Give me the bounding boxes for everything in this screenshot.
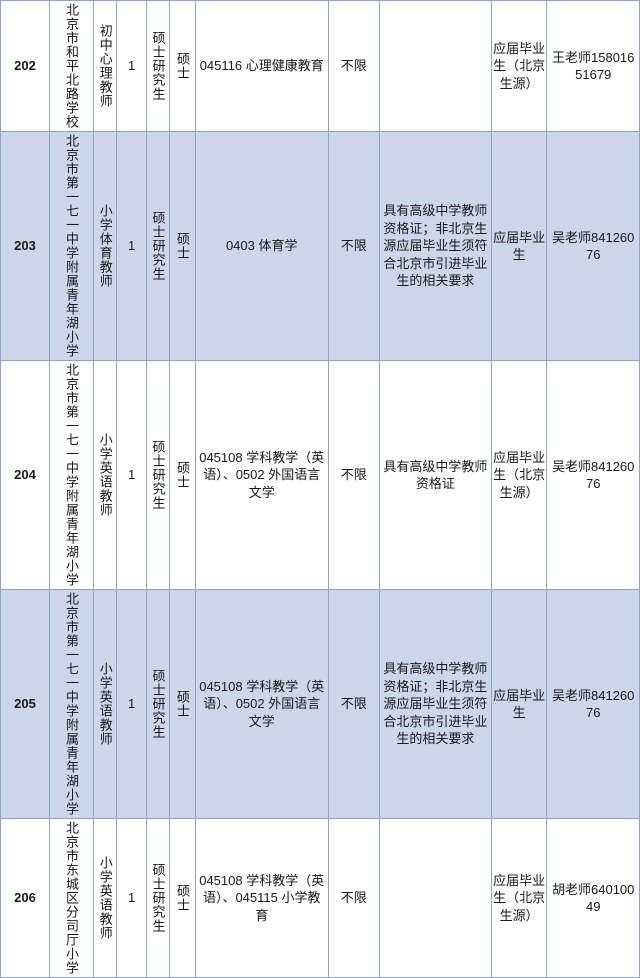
cell-post: 小学英语教师: [92, 818, 118, 978]
degree-text: 硕士: [174, 52, 190, 80]
education-text: 硕士研究生: [150, 669, 166, 739]
table-row: 204 北京市第一七一中学附属青年湖小学 小学英语教师 1 硕士研究生 硕士 0…: [0, 360, 640, 590]
cell-other-requirements: 具有高级中学教师资格证: [378, 360, 492, 590]
post-text: 小学英语教师: [97, 662, 113, 746]
cell-political-status: 不限: [327, 360, 380, 590]
cell-political-status: 不限: [327, 131, 380, 361]
post-text: 初中心理教师: [97, 24, 113, 108]
education-text: 硕士研究生: [150, 863, 166, 933]
cell-headcount: 1: [116, 0, 147, 132]
table-row: 205 北京市第一七一中学附属青年湖小学 小学英语教师 1 硕士研究生 硕士 0…: [0, 589, 640, 819]
cell-serial-number: 205: [0, 589, 50, 819]
cell-school: 北京市第一七一中学附属青年湖小学: [48, 360, 94, 590]
school-text: 北京市和平北路学校: [63, 3, 79, 129]
school-text: 北京市东城区分司厅小学: [63, 821, 79, 975]
education-text: 硕士研究生: [150, 211, 166, 281]
cell-candidate-type: 应届毕业生（北京生源）: [490, 818, 548, 978]
cell-school: 北京市第一七一中学附属青年湖小学: [48, 131, 94, 361]
cell-degree: 硕士: [168, 0, 196, 132]
degree-text: 硕士: [174, 884, 190, 912]
cell-post: 小学体育教师: [92, 131, 118, 361]
table-row: 206 北京市东城区分司厅小学 小学英语教师 1 硕士研究生 硕士 045108…: [0, 818, 640, 978]
cell-contact: 王老师15801651679: [546, 0, 640, 132]
cell-political-status: 不限: [327, 0, 380, 132]
degree-text: 硕士: [174, 690, 190, 718]
education-text: 硕士研究生: [150, 31, 166, 101]
cell-major: 0403 体育学: [194, 131, 329, 361]
education-text: 硕士研究生: [150, 440, 166, 510]
cell-political-status: 不限: [327, 589, 380, 819]
cell-other-requirements: 具有高级中学教师资格证；非北京生源应届毕业生须符合北京市引进毕业生的相关要求: [378, 589, 492, 819]
cell-degree: 硕士: [168, 589, 196, 819]
degree-text: 硕士: [174, 461, 190, 489]
table-row: 203 北京市第一七一中学附属青年湖小学 小学体育教师 1 硕士研究生 硕士 0…: [0, 131, 640, 361]
cell-serial-number: 203: [0, 131, 50, 361]
cell-contact: 吴老师84126076: [546, 589, 640, 819]
cell-school: 北京市东城区分司厅小学: [48, 818, 94, 978]
cell-degree: 硕士: [168, 131, 196, 361]
cell-post: 初中心理教师: [92, 0, 118, 132]
cell-education: 硕士研究生: [145, 360, 170, 590]
cell-serial-number: 206: [0, 818, 50, 978]
cell-education: 硕士研究生: [145, 0, 170, 132]
degree-text: 硕士: [174, 232, 190, 260]
cell-school: 北京市第一七一中学附属青年湖小学: [48, 589, 94, 819]
cell-candidate-type: 应届毕业生: [490, 589, 548, 819]
cell-candidate-type: 应届毕业生（北京生源）: [490, 0, 548, 132]
cell-serial-number: 202: [0, 0, 50, 132]
cell-serial-number: 204: [0, 360, 50, 590]
post-text: 小学英语教师: [97, 856, 113, 940]
post-text: 小学体育教师: [97, 204, 113, 288]
school-text: 北京市第一七一中学附属青年湖小学: [63, 363, 79, 587]
school-text: 北京市第一七一中学附属青年湖小学: [63, 592, 79, 816]
table-row: 202 北京市和平北路学校 初中心理教师 1 硕士研究生 硕士 045116 心…: [0, 0, 640, 132]
cell-candidate-type: 应届毕业生（北京生源）: [490, 360, 548, 590]
cell-education: 硕士研究生: [145, 589, 170, 819]
cell-education: 硕士研究生: [145, 131, 170, 361]
cell-other-requirements: [378, 0, 492, 132]
cell-major: 045108 学科教学（英语）、045115 小学教育: [194, 818, 329, 978]
cell-degree: 硕士: [168, 360, 196, 590]
cell-other-requirements: 具有高级中学教师资格证；非北京生源应届毕业生须符合北京市引进毕业生的相关要求: [378, 131, 492, 361]
cell-degree: 硕士: [168, 818, 196, 978]
cell-major: 045108 学科教学（英语）、0502 外国语言文学: [194, 360, 329, 590]
cell-other-requirements: [378, 818, 492, 978]
cell-contact: 胡老师64010049: [546, 818, 640, 978]
cell-candidate-type: 应届毕业生: [490, 131, 548, 361]
school-text: 北京市第一七一中学附属青年湖小学: [63, 134, 79, 358]
cell-school: 北京市和平北路学校: [48, 0, 94, 132]
cell-headcount: 1: [116, 589, 147, 819]
cell-major: 045116 心理健康教育: [194, 0, 329, 132]
cell-headcount: 1: [116, 360, 147, 590]
cell-contact: 吴老师84126076: [546, 360, 640, 590]
cell-political-status: 不限: [327, 818, 380, 978]
cell-post: 小学英语教师: [92, 589, 118, 819]
cell-education: 硕士研究生: [145, 818, 170, 978]
cell-post: 小学英语教师: [92, 360, 118, 590]
cell-contact: 吴老师84126076: [546, 131, 640, 361]
post-text: 小学英语教师: [97, 433, 113, 517]
cell-major: 045108 学科教学（英语）、0502 外国语言文学: [194, 589, 329, 819]
cell-headcount: 1: [116, 131, 147, 361]
cell-headcount: 1: [116, 818, 147, 978]
